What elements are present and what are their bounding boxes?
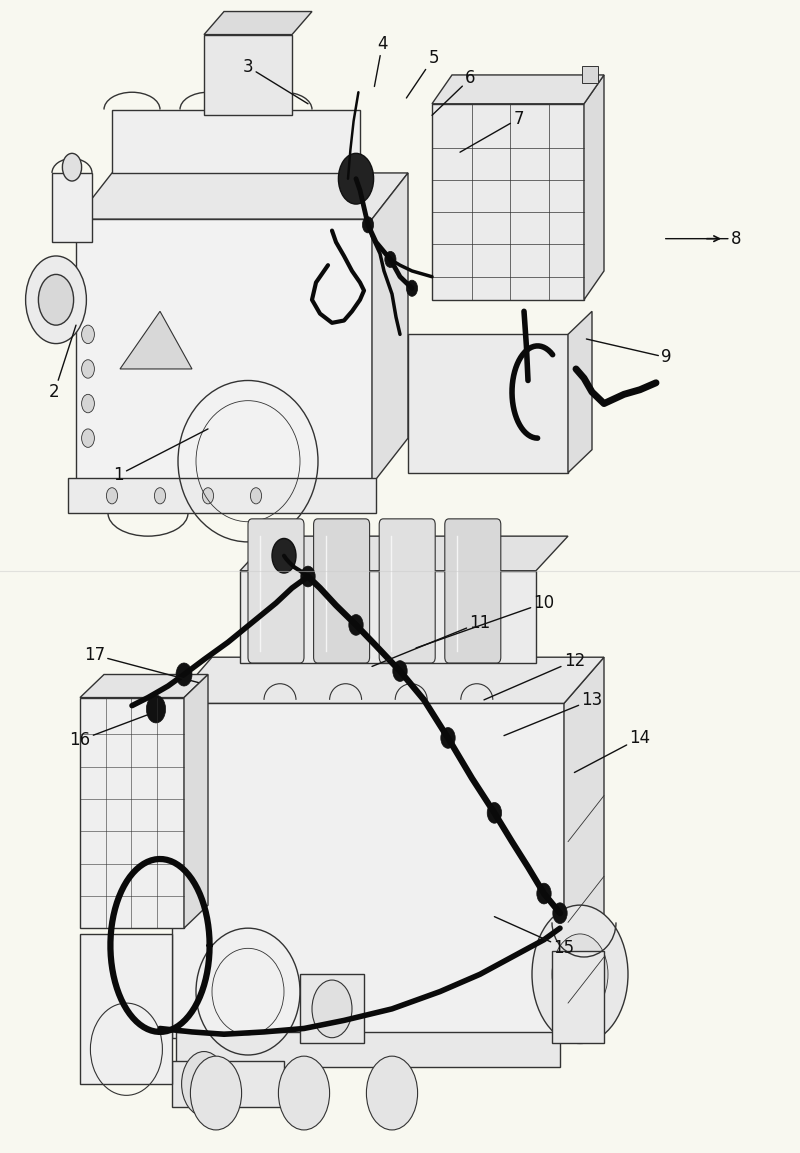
Polygon shape	[432, 75, 604, 104]
Polygon shape	[584, 75, 604, 300]
Circle shape	[553, 903, 567, 924]
Polygon shape	[80, 675, 208, 698]
Text: 13: 13	[504, 691, 602, 736]
Circle shape	[301, 566, 315, 587]
FancyBboxPatch shape	[314, 519, 370, 663]
Text: 10: 10	[416, 594, 554, 648]
Circle shape	[366, 1056, 418, 1130]
Circle shape	[532, 905, 628, 1043]
Circle shape	[487, 802, 502, 823]
Text: 11: 11	[372, 613, 490, 666]
Circle shape	[202, 488, 214, 504]
Circle shape	[406, 280, 418, 296]
Polygon shape	[240, 536, 568, 571]
Text: 17: 17	[84, 646, 198, 683]
Circle shape	[82, 394, 94, 413]
Circle shape	[278, 1056, 330, 1130]
Polygon shape	[120, 311, 192, 369]
Text: 7: 7	[460, 110, 524, 152]
Text: 2: 2	[49, 325, 76, 401]
Text: 9: 9	[586, 339, 672, 367]
Circle shape	[106, 488, 118, 504]
Text: 12: 12	[484, 651, 585, 700]
Bar	[76, 219, 372, 484]
Circle shape	[82, 429, 94, 447]
Bar	[582, 66, 598, 83]
Circle shape	[441, 728, 455, 748]
Text: 14: 14	[574, 729, 650, 773]
Bar	[68, 478, 376, 513]
Circle shape	[154, 488, 166, 504]
Circle shape	[272, 538, 296, 573]
Circle shape	[537, 883, 551, 904]
Circle shape	[82, 360, 94, 378]
Circle shape	[146, 695, 166, 723]
Bar	[408, 334, 568, 473]
Text: 4: 4	[374, 35, 388, 86]
Bar	[52, 173, 92, 242]
Bar	[240, 571, 536, 663]
Circle shape	[393, 661, 407, 681]
Bar	[176, 1032, 560, 1067]
Circle shape	[176, 663, 192, 686]
Bar	[172, 1061, 284, 1107]
Circle shape	[38, 274, 74, 325]
Text: 1: 1	[113, 429, 208, 484]
Bar	[552, 951, 604, 1043]
Polygon shape	[568, 311, 592, 473]
Bar	[204, 35, 292, 115]
Bar	[172, 703, 564, 1038]
Circle shape	[552, 934, 608, 1015]
Text: 6: 6	[432, 69, 476, 115]
Circle shape	[362, 217, 374, 233]
Text: 3: 3	[242, 58, 308, 104]
Bar	[300, 974, 364, 1043]
Circle shape	[26, 256, 86, 344]
Text: 8: 8	[666, 229, 742, 248]
FancyBboxPatch shape	[248, 519, 304, 663]
FancyBboxPatch shape	[445, 519, 501, 663]
Text: 15: 15	[494, 917, 574, 957]
Polygon shape	[564, 657, 604, 1038]
Text: 5: 5	[406, 48, 439, 98]
Circle shape	[62, 153, 82, 181]
Circle shape	[338, 153, 374, 204]
Text: 16: 16	[70, 713, 154, 749]
FancyBboxPatch shape	[379, 519, 435, 663]
Circle shape	[312, 980, 352, 1038]
Polygon shape	[172, 657, 604, 703]
Circle shape	[190, 1056, 242, 1130]
Circle shape	[385, 251, 396, 267]
Bar	[80, 698, 184, 928]
Bar	[112, 110, 360, 173]
Polygon shape	[76, 173, 408, 219]
Bar	[80, 934, 172, 1084]
Circle shape	[250, 488, 262, 504]
Circle shape	[349, 615, 363, 635]
Circle shape	[182, 1052, 226, 1116]
Bar	[432, 104, 584, 300]
Polygon shape	[204, 12, 312, 35]
Circle shape	[82, 325, 94, 344]
Polygon shape	[372, 173, 408, 484]
Polygon shape	[184, 675, 208, 928]
